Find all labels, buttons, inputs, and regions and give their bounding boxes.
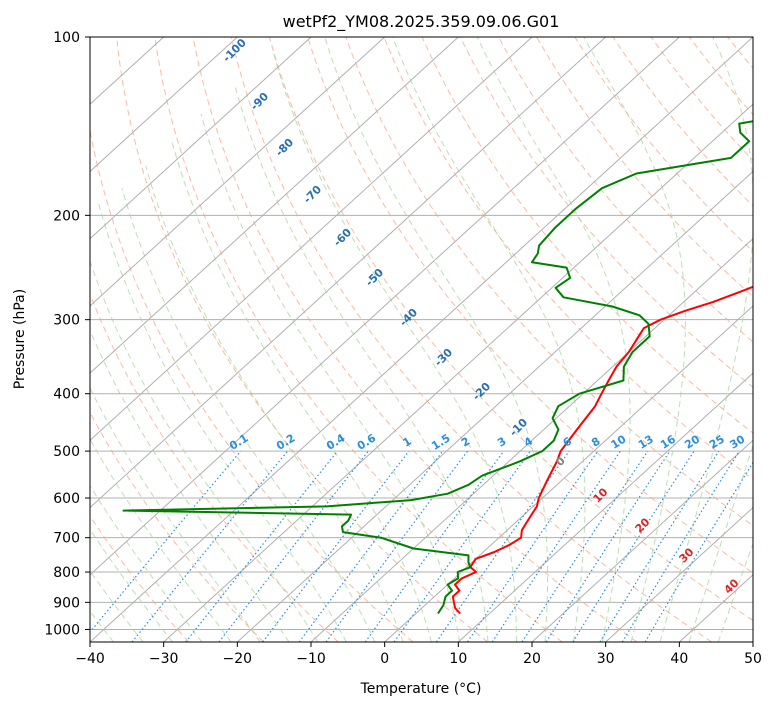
y-tick-label: 1000 [44, 622, 80, 638]
isotherm-line [90, 37, 238, 173]
moist-adiabat [171, 141, 432, 642]
mixing-ratio-line [466, 450, 599, 642]
moist-adiabat [324, 37, 549, 642]
background-lines [90, 37, 775, 642]
isotherm-line [90, 37, 533, 442]
x-tick-label: 30 [597, 651, 615, 667]
mixing-ratio-line [185, 450, 339, 642]
y-tick-label: 400 [53, 387, 80, 403]
y-tick-label: 200 [53, 208, 80, 224]
y-axis-title: Pressure (hPa) [12, 289, 28, 389]
isotherm-line [90, 37, 753, 642]
sounding-traces [122, 120, 753, 615]
y-tick-label: 600 [53, 491, 80, 507]
mixing-ratio-line [364, 450, 505, 642]
isotherm-line [531, 439, 753, 642]
moist-adiabat [90, 438, 232, 642]
isotherm-line [605, 506, 753, 642]
isotherm-line [457, 372, 753, 642]
mixing-ratio-line [521, 450, 649, 642]
mixing-ratio-line [545, 450, 671, 642]
y-tick-label: 500 [53, 444, 80, 460]
isotherm-line [90, 37, 680, 576]
temperature-trace [451, 285, 753, 615]
x-tick-label: 10 [449, 651, 467, 667]
y-tick-label: 100 [53, 30, 80, 46]
mixing-ratio-line [621, 450, 740, 642]
dry-adiabat [766, 37, 775, 642]
isotherm-line [310, 237, 753, 642]
mixing-ratio-line [298, 450, 444, 642]
isotherm-line [90, 37, 386, 307]
dry-adiabat [154, 37, 563, 642]
moist-adiabat [688, 444, 753, 642]
isotherm-line [163, 103, 753, 642]
moist-adiabat [392, 37, 586, 642]
dry-adiabat [90, 127, 414, 642]
moist-adiabat [90, 259, 319, 642]
moist-adiabat [659, 37, 753, 642]
moist-adiabat [97, 201, 347, 642]
mixing-ratio-line [90, 450, 242, 633]
moist-adiabat [272, 49, 517, 642]
dry-adiabat [536, 37, 753, 298]
moist-adiabat [90, 328, 290, 642]
x-tick-label: 40 [670, 651, 688, 667]
moist-adiabat [90, 484, 203, 642]
chart-title: wetPf2_YM08.2025.359.09.06.G01 [283, 12, 560, 32]
dry-adiabat [90, 515, 190, 642]
mixing-ratio-line [393, 450, 531, 642]
x-tick-label: 50 [744, 651, 762, 667]
moist-adiabat [90, 570, 144, 642]
plot-frame [89, 36, 754, 643]
dry-adiabat [307, 37, 753, 574]
mixing-ratio-line [262, 450, 410, 642]
x-tick-label: 0 [380, 651, 389, 667]
y-tick-label: 300 [53, 313, 80, 329]
isotherm-line [90, 37, 459, 374]
isotherm-line [384, 305, 753, 642]
dry-adiabat [268, 37, 753, 622]
dry-adiabat [90, 411, 264, 642]
x-axis-title: Temperature (°C) [360, 681, 482, 697]
moist-adiabat [717, 542, 753, 642]
y-tick-label: 800 [53, 565, 80, 581]
mixing-ratio-line [572, 450, 695, 642]
mixing-ratio-line [325, 450, 468, 642]
mixing-ratio-line [435, 450, 570, 642]
axes: −40 −30 −20 −10 0 10 20 30 40 50 1000 900 800 700 600 5… [44, 30, 762, 667]
moist-adiabat [145, 165, 404, 642]
isotherm-line [90, 37, 607, 509]
x-tick-label: −30 [149, 651, 179, 667]
moist-adiabat [476, 37, 631, 642]
moist-adiabat [200, 114, 461, 642]
y-tick-label: 900 [53, 595, 80, 611]
isotherm-line [90, 37, 312, 240]
dry-adiabat [116, 37, 488, 642]
x-tick-label: 20 [523, 651, 541, 667]
dewpoint-trace [122, 120, 753, 615]
moist-adiabat [121, 188, 376, 642]
isotherm-line [752, 641, 753, 642]
x-tick-label: −20 [223, 651, 253, 667]
isotherm-line [236, 170, 753, 642]
moist-adiabat [90, 528, 173, 642]
y-tick-label: 700 [53, 531, 80, 547]
mixing-ratio-line [131, 450, 289, 642]
mixing-ratio-line [491, 450, 621, 642]
moist-adiabat [90, 387, 261, 642]
moist-adiabat [583, 37, 686, 642]
x-tick-label: −40 [75, 651, 105, 667]
x-tick-label: −10 [296, 651, 326, 667]
dry-adiabat [192, 37, 638, 642]
